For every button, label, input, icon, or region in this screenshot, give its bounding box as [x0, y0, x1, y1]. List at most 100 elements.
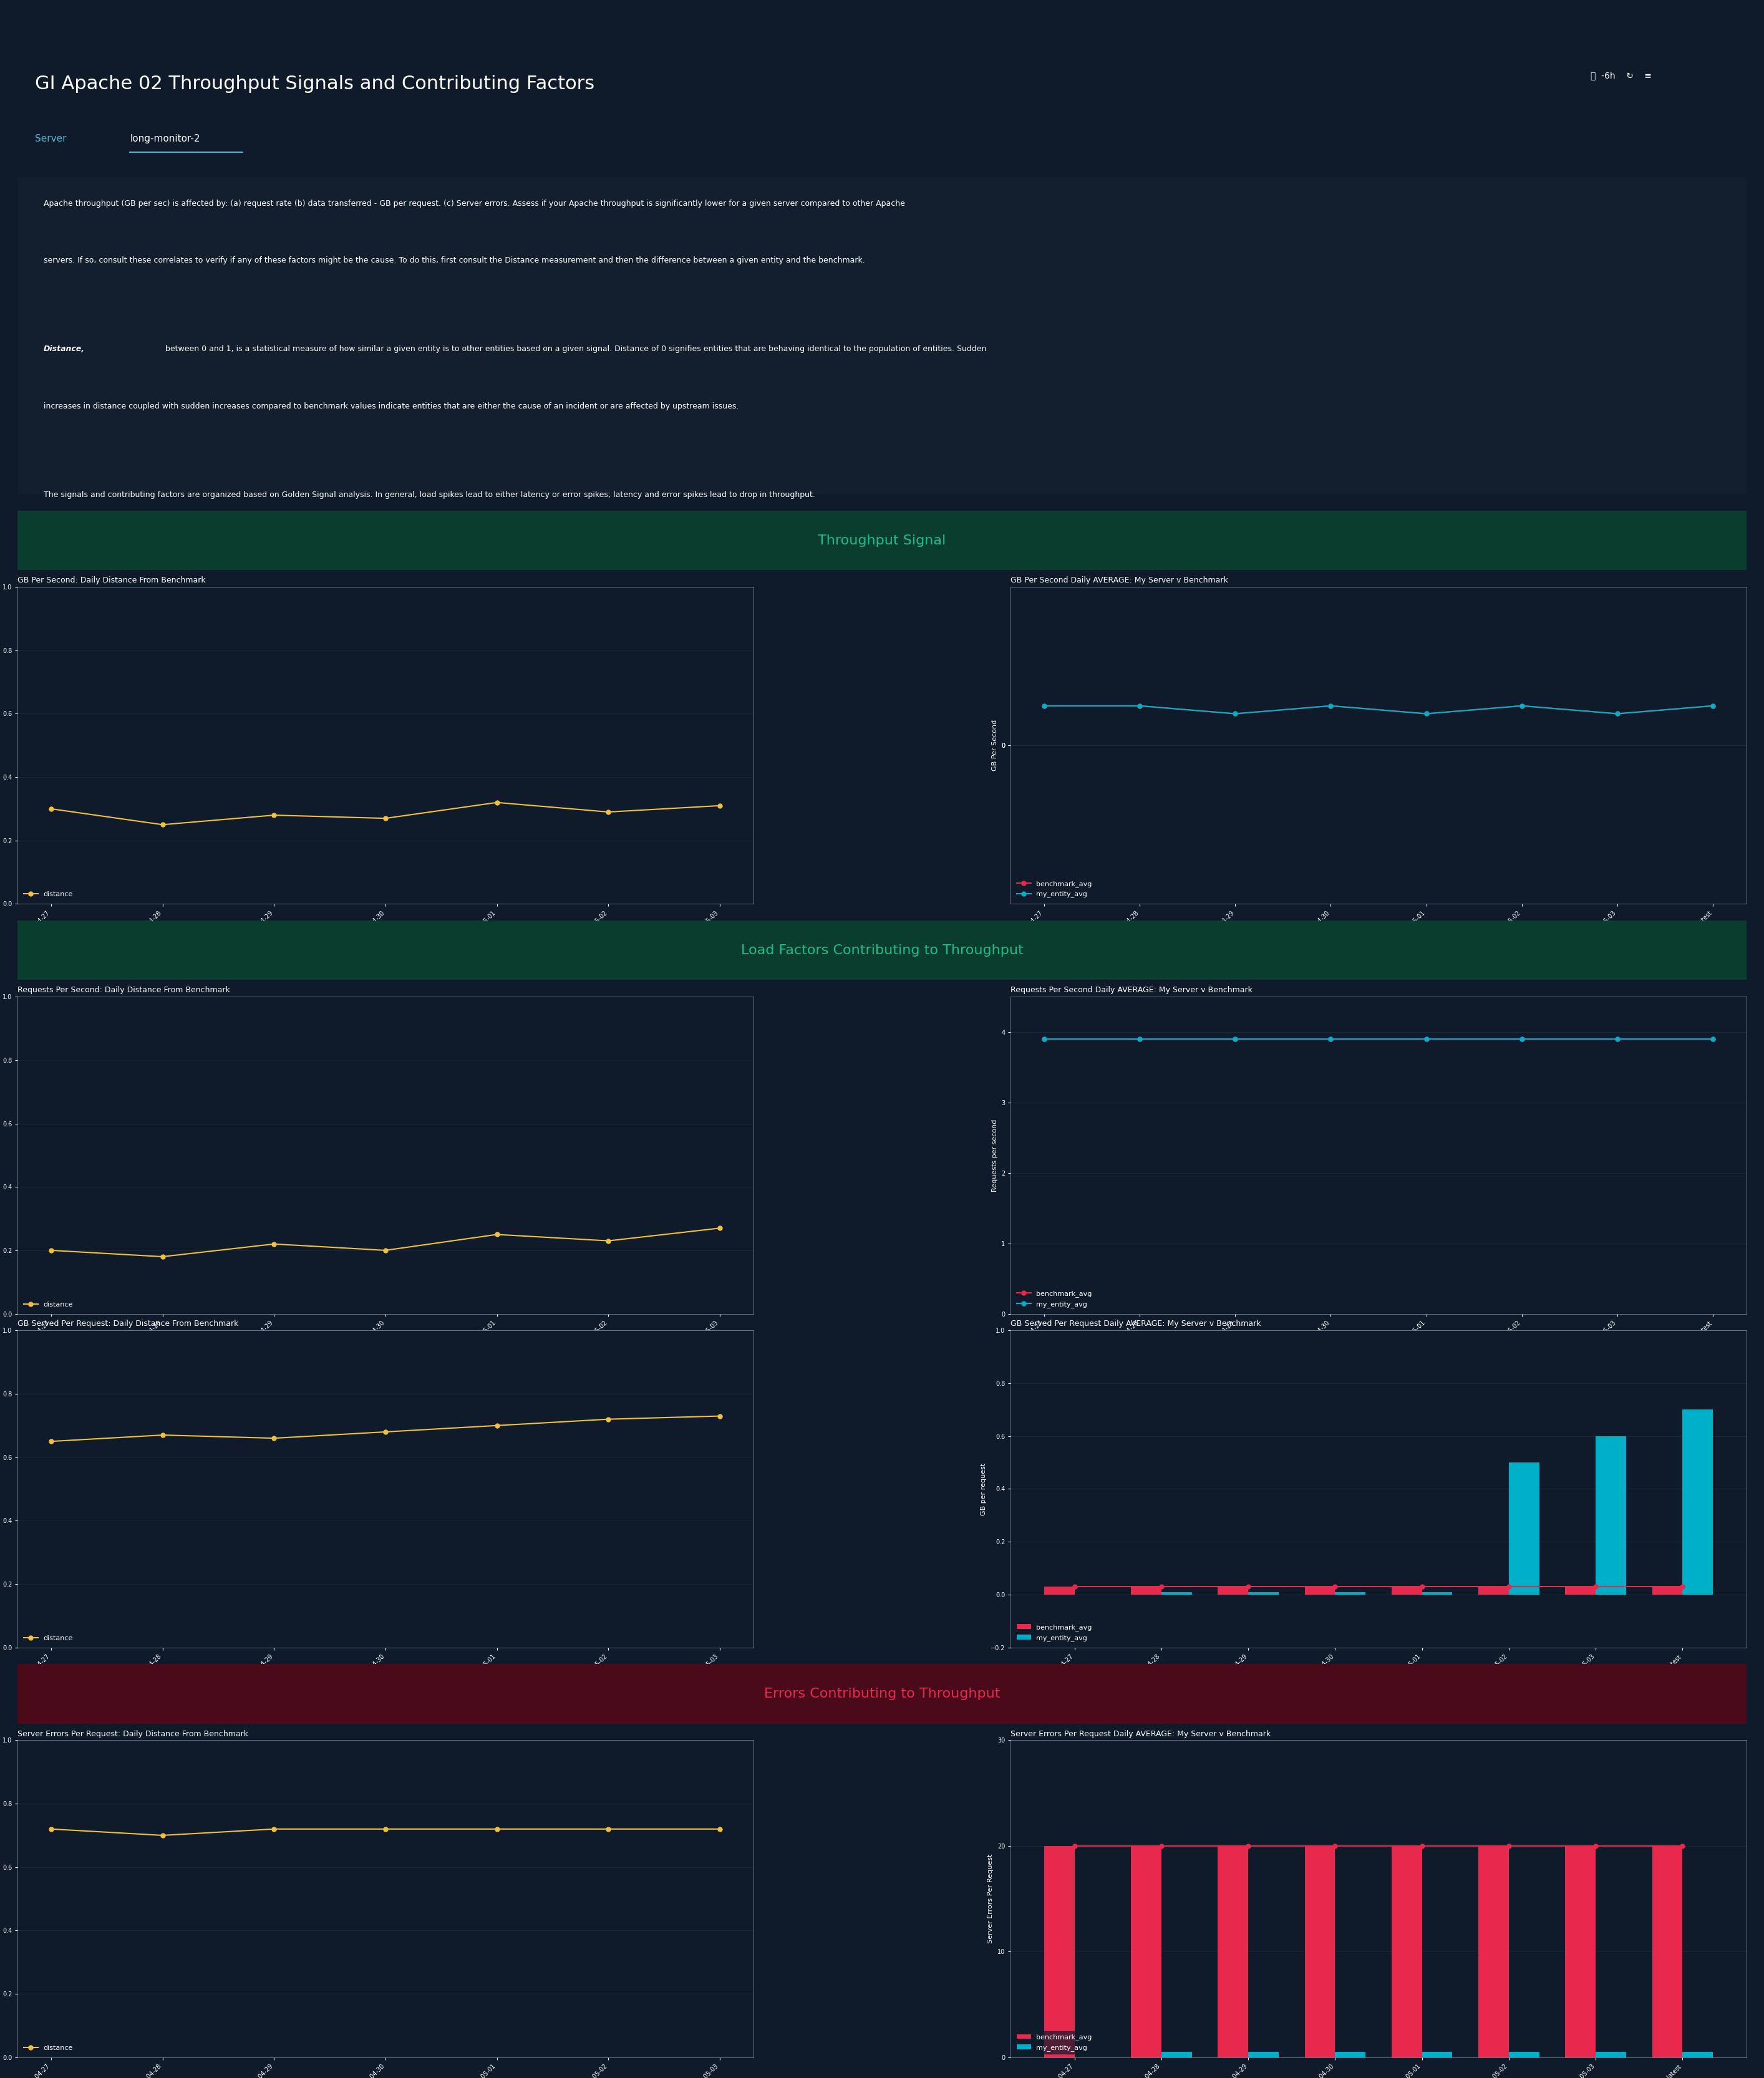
Line: my_entity_avg: my_entity_avg [1043, 704, 1715, 717]
Text: GB Per Second: Daily Distance From Benchmark: GB Per Second: Daily Distance From Bench… [18, 576, 206, 584]
benchmark_avg [1416, 700, 1438, 725]
Bar [1422, 1592, 1452, 1594]
Bar [1565, 1845, 1596, 2057]
Text: Requests Per Second: Daily Distance From Benchmark: Requests Per Second: Daily Distance From… [18, 987, 229, 995]
Y-axis label: GB per request: GB per request [981, 1463, 988, 1515]
Bar [1044, 1588, 1074, 1594]
Legend: benchmark_avg, my_entity_avg: benchmark_avg, my_entity_avg [1014, 877, 1095, 900]
Text: Server: Server [35, 135, 67, 143]
Text: GI Apache 02 Throughput Signals and Contributing Factors: GI Apache 02 Throughput Signals and Cont… [35, 75, 594, 94]
Bar [1422, 2051, 1452, 2057]
Y-axis label: Server Errors Per Request: Server Errors Per Request [988, 1854, 993, 1943]
Text: long-monitor-2: long-monitor-2 [131, 135, 199, 143]
Text: Server Errors Per Request: Daily Distance From Benchmark: Server Errors Per Request: Daily Distanc… [18, 1729, 249, 1737]
benchmark_avg [1129, 1027, 1150, 1051]
my_entity_avg [1034, 694, 1055, 719]
Text: ⏱  -6h    ↻    ≡: ⏱ -6h ↻ ≡ [1591, 71, 1651, 81]
Legend: distance: distance [21, 1299, 76, 1311]
Bar [1161, 2051, 1192, 2057]
Bar [1131, 1845, 1161, 2057]
Legend: distance: distance [21, 2043, 76, 2053]
my_entity_avg [1319, 694, 1341, 719]
my_entity_avg [1224, 1027, 1245, 1051]
my_entity_avg [1702, 1027, 1723, 1051]
benchmark_avg [1319, 694, 1341, 719]
Bar [1217, 1845, 1249, 2057]
my_entity_avg [1702, 694, 1723, 719]
Bar [1565, 1588, 1596, 1594]
Legend: benchmark_avg, my_entity_avg: benchmark_avg, my_entity_avg [1014, 1621, 1095, 1644]
Bar [1131, 1588, 1161, 1594]
Bar [1249, 2051, 1279, 2057]
Bar [1478, 1588, 1508, 1594]
my_entity_avg [1416, 700, 1438, 725]
X-axis label: date: date [377, 1353, 393, 1359]
Bar [1335, 2051, 1365, 2057]
Text: Load Factors Contributing to Throughput: Load Factors Contributing to Throughput [741, 943, 1023, 956]
Text: Throughput Signal: Throughput Signal [818, 534, 946, 547]
Text: between 0 and 1, is a statistical measure of how similar a given entity is to ot: between 0 and 1, is a statistical measur… [162, 345, 986, 353]
Bar [1161, 1592, 1192, 1594]
Bar [1596, 1436, 1626, 1594]
benchmark_avg [1319, 1027, 1341, 1051]
benchmark_avg [1702, 694, 1723, 719]
Bar [1653, 1845, 1683, 2057]
Bar [1217, 1588, 1249, 1594]
X-axis label: date: date [377, 1685, 393, 1691]
Y-axis label: Requests per second: Requests per second [991, 1118, 998, 1191]
Bar [1508, 2051, 1540, 2057]
benchmark_avg [1512, 694, 1533, 719]
benchmark_avg [1034, 694, 1055, 719]
Text: GB Served Per Request: Daily Distance From Benchmark: GB Served Per Request: Daily Distance Fr… [18, 1320, 238, 1328]
Legend: distance: distance [21, 1631, 76, 1644]
Bar [1335, 1592, 1365, 1594]
Bar [1392, 1588, 1422, 1594]
Bar [1683, 1409, 1713, 1594]
Bar [1508, 1463, 1540, 1594]
benchmark_avg [1512, 1027, 1533, 1051]
Text: servers. If so, consult these correlates to verify if any of these factors might: servers. If so, consult these correlates… [44, 256, 864, 264]
benchmark_avg [1607, 1027, 1628, 1051]
my_entity_avg [1512, 1027, 1533, 1051]
Bar [1305, 1588, 1335, 1594]
Line: my_entity_avg: my_entity_avg [1043, 1037, 1715, 1041]
X-axis label: date: date [1371, 1363, 1387, 1369]
benchmark_avg [1034, 1027, 1055, 1051]
Bar [1044, 1845, 1074, 2057]
benchmark_avg [1224, 1027, 1245, 1051]
Legend: benchmark_avg, my_entity_avg: benchmark_avg, my_entity_avg [1014, 2030, 1095, 2053]
Bar [1683, 2051, 1713, 2057]
my_entity_avg [1224, 700, 1245, 725]
Text: The signals and contributing factors are organized based on Golden Signal analys: The signals and contributing factors are… [44, 490, 815, 499]
Bar [1478, 1845, 1508, 2057]
my_entity_avg [1607, 1027, 1628, 1051]
Y-axis label: GB Per Second: GB Per Second [991, 719, 998, 771]
Text: GB Served Per Request Daily AVERAGE: My Server v Benchmark: GB Served Per Request Daily AVERAGE: My … [1011, 1320, 1261, 1328]
benchmark_avg [1607, 700, 1628, 725]
Legend: distance: distance [21, 889, 76, 900]
my_entity_avg [1034, 1027, 1055, 1051]
X-axis label: date: date [377, 941, 393, 948]
benchmark_avg [1224, 700, 1245, 725]
my_entity_avg [1607, 700, 1628, 725]
Text: Requests Per Second Daily AVERAGE: My Server v Benchmark: Requests Per Second Daily AVERAGE: My Se… [1011, 987, 1252, 995]
benchmark_avg [1129, 694, 1150, 719]
Text: Apache throughput (GB per sec) is affected by: (a) request rate (b) data transfe: Apache throughput (GB per sec) is affect… [44, 199, 905, 208]
X-axis label: date: date [1371, 954, 1387, 960]
Legend: benchmark_avg, my_entity_avg: benchmark_avg, my_entity_avg [1014, 1288, 1095, 1311]
my_entity_avg [1416, 1027, 1438, 1051]
my_entity_avg [1129, 694, 1150, 719]
Text: Distance,: Distance, [44, 345, 85, 353]
Line: benchmark_avg: benchmark_avg [1043, 704, 1715, 717]
Line: benchmark_avg: benchmark_avg [1043, 1037, 1715, 1041]
Text: increases in distance coupled with sudden increases compared to benchmark values: increases in distance coupled with sudde… [44, 403, 739, 409]
my_entity_avg [1129, 1027, 1150, 1051]
Text: GB Per Second Daily AVERAGE: My Server v Benchmark: GB Per Second Daily AVERAGE: My Server v… [1011, 576, 1228, 584]
Text: Server Errors Per Request Daily AVERAGE: My Server v Benchmark: Server Errors Per Request Daily AVERAGE:… [1011, 1729, 1270, 1737]
Bar [1596, 2051, 1626, 2057]
benchmark_avg [1416, 1027, 1438, 1051]
my_entity_avg [1319, 1027, 1341, 1051]
X-axis label: date: date [1371, 1698, 1387, 1704]
Bar [1305, 1845, 1335, 2057]
Bar [1392, 1845, 1422, 2057]
